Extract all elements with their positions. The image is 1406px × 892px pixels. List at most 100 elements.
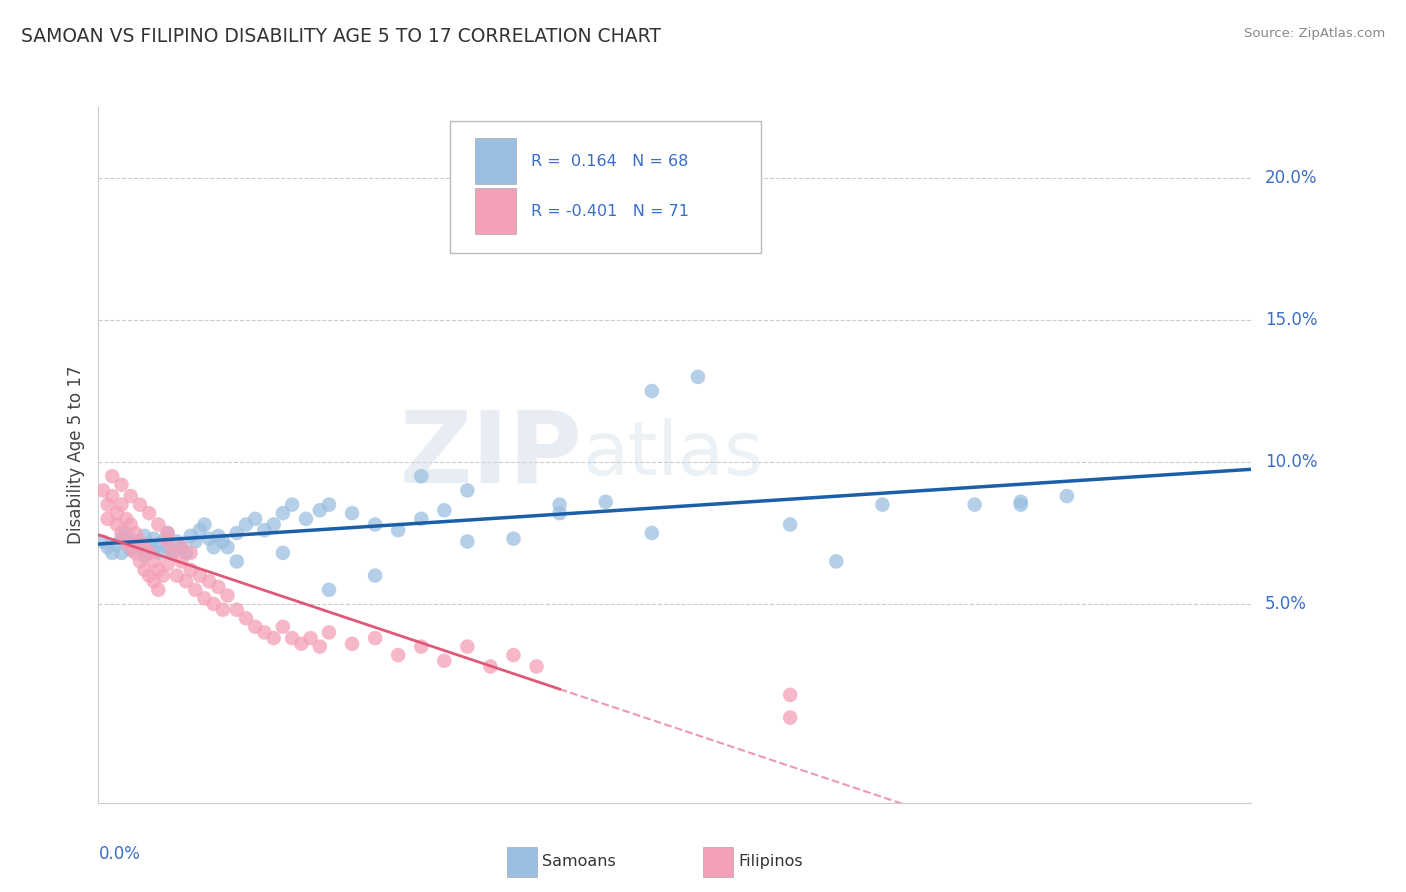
Point [142,554,165,568]
Point [138,506,160,520]
Point [235,517,257,532]
Text: ZIP: ZIP [399,407,582,503]
Y-axis label: Disability Age 5 to 17: Disability Age 5 to 17 [66,366,84,544]
Point [207,580,229,594]
Point [318,582,340,597]
Point [124,546,146,560]
Point [299,631,322,645]
Point [456,640,478,654]
Point [433,654,456,668]
Point [124,534,146,549]
Point [101,489,124,503]
Point [166,568,188,582]
Point [129,554,152,568]
Point [411,512,433,526]
Point [253,523,276,537]
Point [212,603,235,617]
Point [364,517,387,532]
Point [129,498,152,512]
Point [170,540,193,554]
Text: R =  0.164   N = 68: R = 0.164 N = 68 [531,153,688,169]
Point [193,591,215,606]
Point [433,503,456,517]
Point [779,688,801,702]
Point [97,498,120,512]
Point [160,546,183,560]
Point [318,498,340,512]
Point [502,532,524,546]
Point [245,512,267,526]
Point [188,523,211,537]
Point [479,659,502,673]
Point [263,517,285,532]
Point [115,526,138,541]
Point [225,554,247,568]
Point [134,563,156,577]
Point [174,546,197,560]
Point [129,540,152,554]
Point [387,648,409,662]
Text: 20.0%: 20.0% [1265,169,1317,187]
Point [138,546,160,560]
Point [170,554,193,568]
Point [825,554,848,568]
Point [115,534,138,549]
Point [308,640,330,654]
Point [548,506,571,520]
Point [156,526,179,541]
Point [202,597,225,611]
Point [212,534,235,549]
Text: 0.0%: 0.0% [98,845,141,863]
Point [1056,489,1078,503]
Point [134,540,156,554]
Point [411,469,433,483]
Point [641,384,664,398]
Point [138,568,160,582]
Point [134,549,156,563]
Point [148,546,170,560]
Point [411,640,433,654]
Point [198,574,221,589]
Text: Source: ZipAtlas.com: Source: ZipAtlas.com [1244,27,1385,40]
Point [180,546,202,560]
Point [271,506,294,520]
Point [184,534,207,549]
Point [290,637,312,651]
Point [245,620,267,634]
Text: 5.0%: 5.0% [1265,595,1308,613]
Point [193,517,215,532]
Point [148,563,170,577]
Point [152,568,174,582]
Point [387,523,409,537]
Point [641,526,664,541]
Point [142,574,165,589]
Text: 10.0%: 10.0% [1265,453,1317,471]
Point [225,603,247,617]
Point [170,540,193,554]
Point [180,563,202,577]
FancyBboxPatch shape [475,138,516,184]
Point [202,540,225,554]
Point [253,625,276,640]
Point [101,546,124,560]
Point [207,529,229,543]
Point [184,582,207,597]
Point [91,483,114,498]
Point [235,611,257,625]
Point [318,625,340,640]
Text: atlas: atlas [582,418,763,491]
Point [1010,495,1032,509]
Point [217,540,239,554]
Point [1010,498,1032,512]
Point [97,540,120,554]
Point [686,369,709,384]
Point [120,517,142,532]
Point [963,498,986,512]
Point [281,498,304,512]
Point [872,498,894,512]
Point [364,568,387,582]
Point [271,546,294,560]
Point [91,534,114,549]
Point [225,526,247,541]
Text: 15.0%: 15.0% [1265,311,1317,329]
